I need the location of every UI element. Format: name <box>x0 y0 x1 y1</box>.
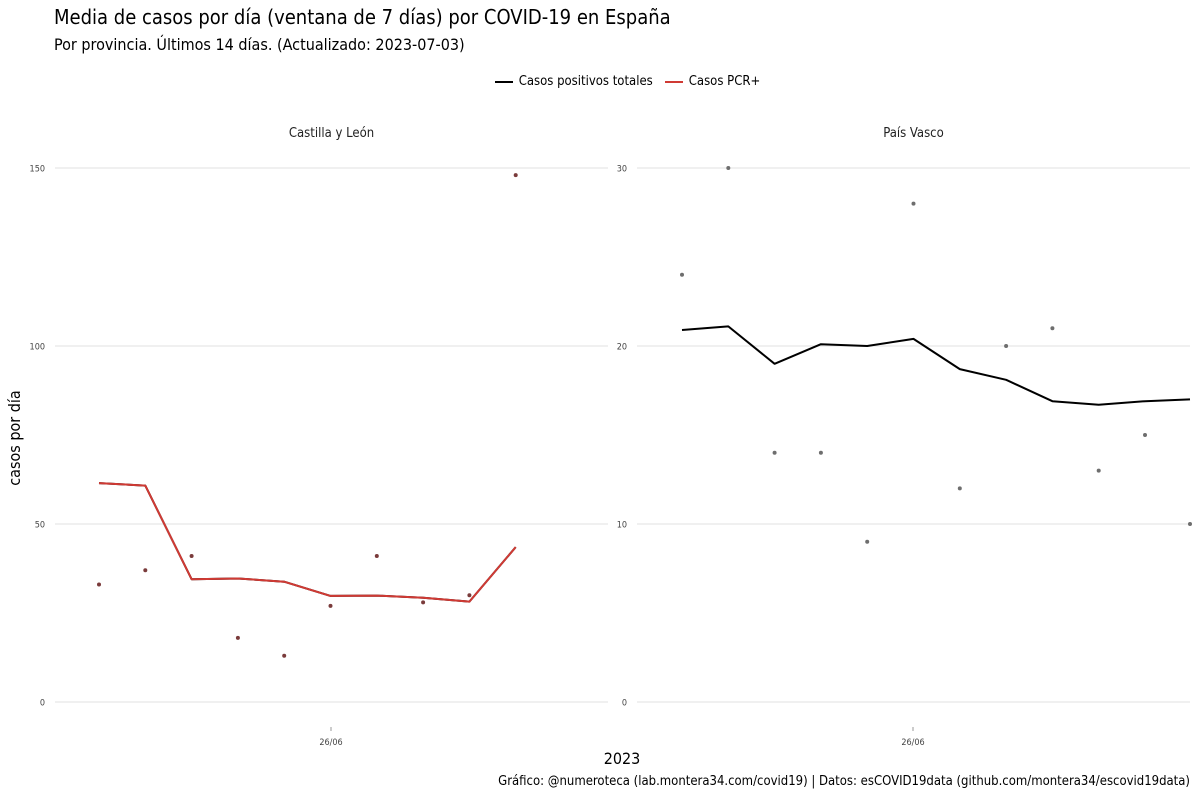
data-point-pv-6 <box>957 486 962 491</box>
y-tick-label-pv-10: 10 <box>617 521 627 531</box>
y-tick-label-cyl-50: 50 <box>35 521 45 531</box>
data-point-cyl-0 <box>97 582 101 587</box>
data-point-pv-8 <box>1050 326 1055 331</box>
data-point-cyl-8 <box>467 593 472 598</box>
data-point-pv-1 <box>726 166 731 170</box>
series-line-cyl-total <box>98 482 517 603</box>
data-point-cyl-5 <box>328 603 333 608</box>
data-point-pv-7 <box>1004 344 1009 348</box>
data-point-cyl-4 <box>282 653 287 658</box>
data-point-pv-3 <box>818 450 823 455</box>
data-point-cyl-9 <box>513 173 518 178</box>
data-point-pv-10 <box>1143 433 1147 437</box>
x-tick-label-pv: 26/06 <box>901 738 924 748</box>
legend-label-total: Casos positivos totales <box>518 74 653 89</box>
chart-title: Media de casos por día (ventana de 7 día… <box>54 5 671 29</box>
y-tick-label-pv-30: 30 <box>617 165 627 175</box>
y-axis-label: casos por día <box>5 390 24 486</box>
x-axis-label: 2023 <box>604 749 641 768</box>
data-point-cyl-7 <box>421 600 426 605</box>
chart-subtitle: Por provincia. Últimos 14 días. (Actuali… <box>54 35 465 54</box>
legend-swatch-pcr <box>664 80 683 83</box>
panel-title-cyl: Castilla y León <box>289 126 374 141</box>
y-tick-label-pv-0: 0 <box>622 699 627 709</box>
series-line-pv-total <box>681 325 1191 406</box>
legend: Casos positivos totales Casos PCR+ <box>0 74 1200 89</box>
legend-item-pcr: Casos PCR+ <box>664 74 761 89</box>
data-point-cyl-3 <box>235 635 240 640</box>
data-point-pv-4 <box>865 539 870 544</box>
data-point-pv-9 <box>1096 468 1101 473</box>
x-tick-label-cyl: 26/06 <box>319 738 342 748</box>
legend-item-total: Casos positivos totales <box>494 74 653 89</box>
data-point-pv-2 <box>772 450 777 455</box>
data-point-pv-5 <box>911 201 916 206</box>
y-tick-label-cyl-100: 100 <box>30 343 45 353</box>
y-tick-label-cyl-150: 150 <box>30 165 45 175</box>
data-point-pv-0 <box>680 272 684 277</box>
series-line-cyl-pcr <box>98 482 517 603</box>
data-point-cyl-6 <box>374 554 379 559</box>
y-tick-label-pv-20: 20 <box>617 343 627 353</box>
legend-label-pcr: Casos PCR+ <box>688 74 761 89</box>
legend-swatch-total <box>494 80 513 83</box>
data-point-cyl-1 <box>143 568 148 573</box>
panel-title-pv: País Vasco <box>883 126 944 141</box>
data-point-pv-11 <box>1188 522 1192 526</box>
y-tick-label-cyl-0: 0 <box>40 699 45 709</box>
chart-caption: Gráfico: @numeroteca (lab.montera34.com/… <box>498 774 1190 789</box>
data-point-cyl-2 <box>189 554 194 559</box>
